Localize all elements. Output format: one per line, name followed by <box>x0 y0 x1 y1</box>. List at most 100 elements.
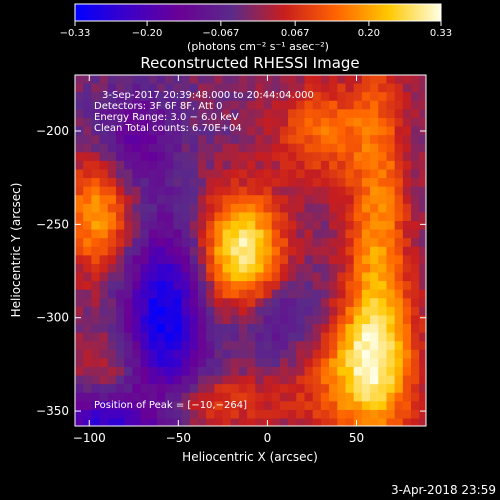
heatmap-cell <box>320 315 330 325</box>
heatmap-cell <box>230 306 240 316</box>
heatmap-cell <box>320 117 330 127</box>
heatmap-cell <box>378 75 387 84</box>
heatmap-cell <box>222 229 232 239</box>
heatmap-cell <box>156 263 166 273</box>
heatmap-cell <box>255 92 264 102</box>
heatmap-cell <box>402 160 412 170</box>
heatmap-cell <box>181 109 191 119</box>
heatmap-cell <box>247 186 256 196</box>
heatmap-cell <box>115 392 125 402</box>
heatmap-cell <box>329 375 338 385</box>
heatmap-cell <box>370 272 379 282</box>
heatmap-cell <box>214 255 223 265</box>
heatmap-cell <box>181 221 191 230</box>
heatmap-cell <box>124 306 133 316</box>
heatmap-cell <box>329 418 338 427</box>
heatmap-cell <box>140 349 150 359</box>
heatmap-cell <box>91 375 100 385</box>
heatmap-cell <box>247 152 256 162</box>
heatmap-cell <box>337 298 346 308</box>
info-time-range: 3-Sep-2017 20:39:48.000 to 20:44:04.000 <box>102 90 314 101</box>
heatmap-cell <box>378 186 387 196</box>
heatmap-cell <box>394 169 404 179</box>
y-tick-label: −300 <box>36 311 69 325</box>
heatmap-cell <box>394 238 404 248</box>
heatmap-cell <box>230 332 240 342</box>
heatmap-cell <box>181 195 191 205</box>
heatmap-cell <box>304 143 314 153</box>
heatmap-cell <box>279 306 289 316</box>
heatmap-cell <box>107 272 117 282</box>
heatmap-cell <box>353 324 363 334</box>
heatmap-cell <box>394 341 404 351</box>
heatmap-cell <box>263 324 273 334</box>
heatmap-cell <box>370 255 379 265</box>
heatmap-cell <box>263 117 273 127</box>
heatmap-cell <box>107 178 117 188</box>
heatmap-cell <box>337 306 346 316</box>
heatmap-cell <box>378 341 387 351</box>
heatmap-cell <box>173 341 182 351</box>
heatmap-cell <box>402 349 412 359</box>
heatmap-cell <box>345 109 355 119</box>
heatmap-cell <box>361 375 371 385</box>
heatmap-cell <box>181 229 191 239</box>
heatmap-cell <box>124 324 133 334</box>
heatmap-cell <box>255 418 264 427</box>
heatmap-cell <box>107 160 117 170</box>
heatmap-cell <box>370 367 379 376</box>
heatmap-cell <box>353 83 363 93</box>
heatmap-cell <box>214 272 223 282</box>
heatmap-cell <box>411 341 420 351</box>
heatmap-cell <box>173 281 182 291</box>
colorbar-tick-label: 0.33 <box>430 28 452 39</box>
heatmap-cell <box>214 186 223 196</box>
heatmap-cell <box>337 160 346 170</box>
heatmap-cell <box>296 221 305 230</box>
heatmap-cell <box>378 178 387 188</box>
heatmap-cell <box>378 117 387 127</box>
heatmap-cell <box>165 160 174 170</box>
heatmap-cell <box>165 238 174 248</box>
heatmap-cell <box>206 186 215 196</box>
heatmap-cell <box>337 195 346 205</box>
heatmap-cell <box>173 367 182 376</box>
heatmap-cell <box>107 367 117 376</box>
heatmap-cell <box>279 221 289 230</box>
heatmap-cell <box>263 255 273 265</box>
heatmap-cell <box>337 135 346 145</box>
plot-frame <box>74 74 427 427</box>
heatmap-cell <box>91 418 100 427</box>
heatmap-cell <box>378 195 387 205</box>
heatmap-cell <box>107 75 117 84</box>
heatmap-cell <box>386 315 396 325</box>
heatmap-cell <box>271 358 281 368</box>
heatmap-cell <box>370 315 379 325</box>
heatmap-cell <box>165 212 174 222</box>
heatmap-cell <box>263 221 273 230</box>
heatmap-cell <box>419 178 427 188</box>
heatmap-cell <box>312 263 322 273</box>
heatmap-cell <box>156 392 166 402</box>
heatmap-cell <box>238 418 248 427</box>
heatmap-cell <box>312 160 322 170</box>
heatmap-cell <box>255 341 264 351</box>
heatmap-cell <box>132 358 141 368</box>
heatmap-cell <box>378 375 387 385</box>
heatmap-cell <box>279 135 289 145</box>
heatmap-cell <box>206 109 215 119</box>
heatmap-cell <box>148 246 158 256</box>
heatmap-cell <box>115 178 125 188</box>
heatmap-cell <box>83 152 92 162</box>
heatmap-cell <box>173 229 182 239</box>
heatmap-cell <box>320 289 330 299</box>
heatmap-cell <box>83 100 92 110</box>
heatmap-cell <box>124 367 133 376</box>
heatmap-cell <box>361 109 371 119</box>
heatmap-cell <box>75 109 84 119</box>
info-counts: Clean Total counts: 6.70E+04 <box>94 123 242 134</box>
heatmap-cell <box>288 255 297 265</box>
heatmap-cell <box>419 203 427 213</box>
heatmap-cell <box>156 409 166 419</box>
heatmap-cell <box>255 212 264 222</box>
